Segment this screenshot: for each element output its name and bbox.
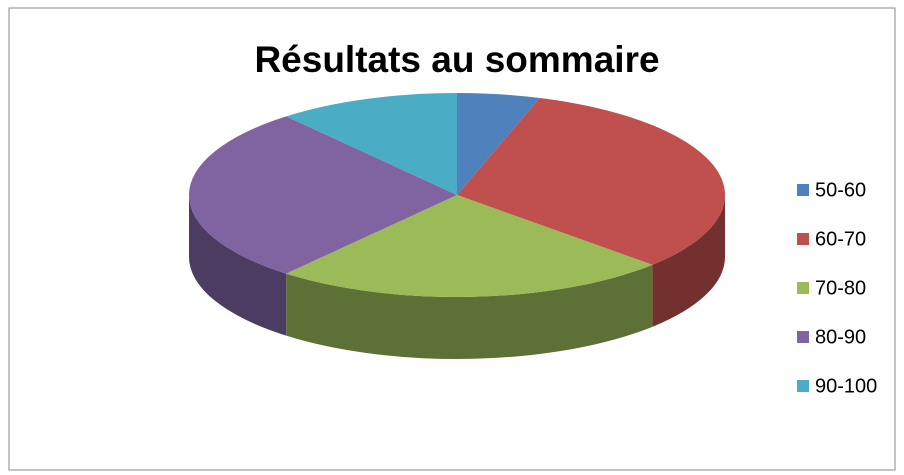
pie-slice [457,93,540,195]
legend-swatch [797,380,809,392]
legend-swatch [797,233,809,245]
legend-swatch [797,184,809,196]
legend-label: 80-90 [815,326,866,348]
slice-side [286,264,653,359]
legend-label: 70-80 [815,277,866,299]
slice-side [652,195,725,327]
slice-side [188,195,287,336]
legend-label: 90-100 [815,375,877,397]
legend-swatch [797,331,809,343]
pie-slice [457,97,725,265]
legend-swatch [797,282,809,294]
chart-title: Résultats au sommaire [254,39,659,80]
pie-slice [286,195,653,297]
legend-label: 60-70 [815,228,866,250]
pie-slice [189,116,458,274]
legend-label: 50-60 [815,179,866,201]
pie-slice [286,93,457,195]
